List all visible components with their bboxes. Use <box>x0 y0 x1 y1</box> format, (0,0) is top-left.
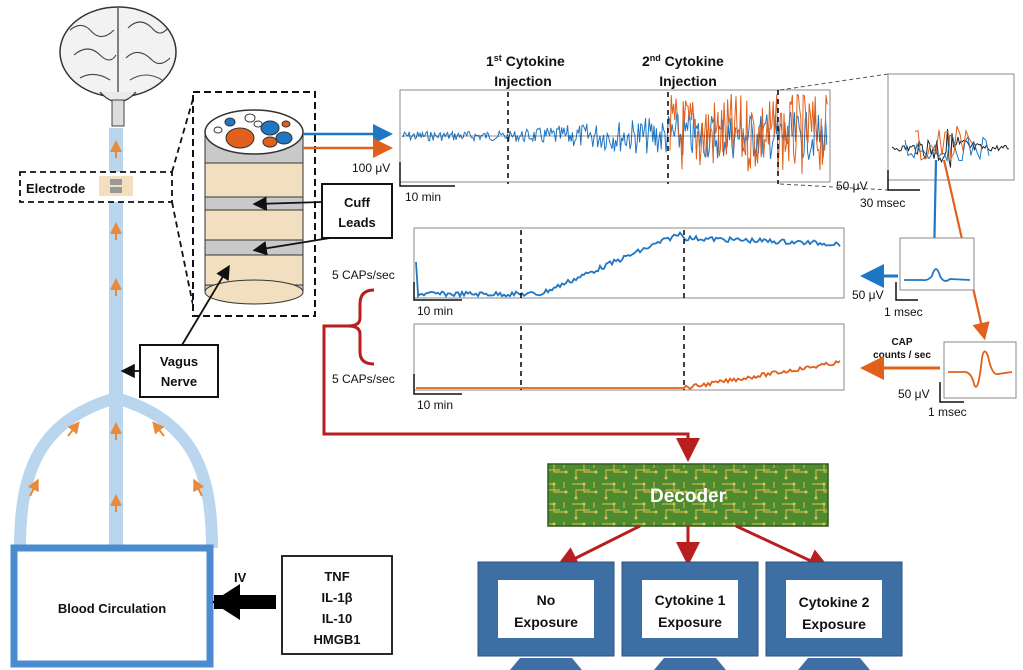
vagus-label-2: Nerve <box>161 374 197 389</box>
out3-line1: Cytokine 2 <box>799 594 870 610</box>
scale-100uv: 100 μV <box>352 161 390 175</box>
cytokine-list-box: TNF IL-1β IL-10 HMGB1 <box>281 555 393 655</box>
out2-line1: Cytokine 1 <box>655 592 726 608</box>
electrode-label: Electrode <box>26 181 85 196</box>
cuff-leads-label-2: Leads <box>338 215 376 230</box>
blood-circulation-box: Blood Circulation <box>10 544 214 668</box>
rate-label-2: 5 CAPs/sec <box>332 372 395 386</box>
scale-50uv-b: 50 μV <box>852 288 884 302</box>
raw-recording-panel <box>399 89 831 184</box>
zoom-lines <box>171 91 196 316</box>
cuff-leads-callout: Cuff Leads <box>252 183 393 256</box>
zoom-trace-panel: 50 μV 30 msec <box>836 73 1015 210</box>
output-monitor-cytokine-2: Cytokine 2 Exposure <box>765 561 903 670</box>
orange-template-panel: 50 μV 1 msec <box>898 341 1017 419</box>
out3-line2: Exposure <box>802 616 866 632</box>
decoder-block: Decoder <box>547 463 829 527</box>
blue-rate-panel: 5 CAPs/sec 10 min <box>332 227 845 318</box>
scale-10min-c: 10 min <box>417 398 453 412</box>
nerve-flow-arrows <box>27 140 205 512</box>
rate-label-1: 5 CAPs/sec <box>332 268 395 282</box>
cytokine-item: TNF <box>324 569 349 584</box>
cytokine-item: IL-1β <box>321 590 352 605</box>
scale-1msec-c: 1 msec <box>928 405 967 419</box>
blue-template-panel: 50 μV 1 msec <box>852 237 975 319</box>
signal-trace <box>669 93 828 174</box>
output-monitor-no-exposure: No Exposure <box>477 561 615 670</box>
cap-counts-label-1: CAP <box>891 337 912 348</box>
svg-text:2nd Cytokine: 2nd Cytokine <box>642 53 724 69</box>
scale-10min-b: 10 min <box>417 304 453 318</box>
signal-trace <box>415 231 841 299</box>
vagus-label-1: Vagus <box>160 354 198 369</box>
out1-line1: No <box>537 592 556 608</box>
signal-trace <box>891 128 1010 168</box>
scale-10min-a: 10 min <box>405 190 441 204</box>
scale-30msec: 30 msec <box>860 196 905 210</box>
cuff-zoom-box <box>192 91 316 317</box>
decoder-label: Decoder <box>650 486 727 507</box>
signal-trace <box>914 125 973 161</box>
decoder-arrow-3 <box>735 524 832 572</box>
iv-label: IV <box>234 570 247 585</box>
injection-2-label: 2nd Cytokine Injection <box>642 53 724 89</box>
electrode-label-box: Electrode <box>19 171 173 203</box>
iv-arrow-head <box>212 584 240 620</box>
brain-icon <box>59 6 177 127</box>
scale-1msec-b: 1 msec <box>884 305 923 319</box>
cytokine-item: IL-10 <box>322 611 352 626</box>
output-monitor-cytokine-1: Cytokine 1 Exposure <box>621 561 759 670</box>
injection-1-label: 1st Cytokine Injection <box>486 53 565 89</box>
rate-to-decoder-connector <box>322 288 700 462</box>
blood-circulation-label: Blood Circulation <box>58 601 166 616</box>
signal-trace <box>416 360 841 390</box>
cap-counts-label-2: counts / sec <box>873 350 931 361</box>
decoder-arrow-1 <box>554 524 641 569</box>
injection-1-line2: Injection <box>494 73 552 89</box>
scale-50uv-a: 50 μV <box>836 179 868 193</box>
svg-text:1st Cytokine: 1st Cytokine <box>486 53 565 69</box>
out1-line2: Exposure <box>514 614 578 630</box>
scale-50uv-c: 50 μV <box>898 387 930 401</box>
raw-scale-bar: 100 μV 10 min <box>352 161 455 204</box>
cytokine-item: HMGB1 <box>314 632 361 647</box>
cuff-leads-label-1: Cuff <box>344 195 371 210</box>
signal-trace <box>904 134 990 163</box>
out2-line2: Exposure <box>658 614 722 630</box>
vagus-nerve-callout: Vagus Nerve <box>120 264 230 398</box>
injection-2-line2: Injection <box>659 73 717 89</box>
orange-rate-panel: 5 CAPs/sec 10 min <box>332 323 845 412</box>
